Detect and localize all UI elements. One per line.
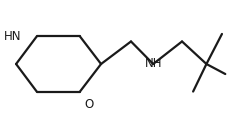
Text: NH: NH	[144, 57, 161, 70]
Text: HN: HN	[4, 30, 22, 43]
Text: O: O	[84, 98, 93, 111]
